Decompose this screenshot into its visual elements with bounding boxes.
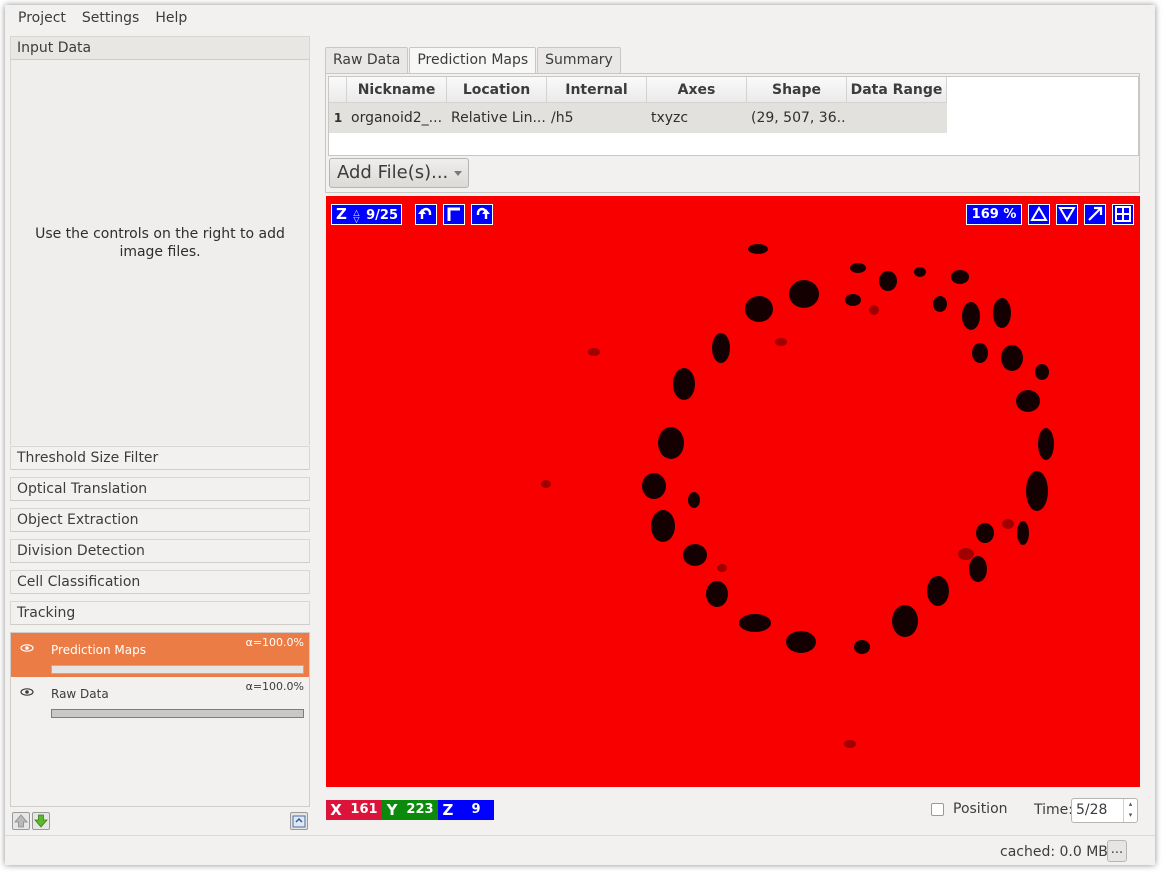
position-label: Position [953, 801, 1008, 817]
menu-settings[interactable]: Settings [81, 10, 140, 26]
cache-status: cached: 0.0 MB [1000, 844, 1108, 860]
segmentation-image [541, 244, 1054, 748]
rotate-left-icon [418, 207, 432, 219]
zoom-level[interactable]: 169 % [966, 204, 1022, 225]
coord-axis-label: Z [442, 801, 454, 819]
layer-buttons [10, 810, 310, 834]
applet-input-data[interactable]: Input Data [10, 36, 310, 60]
coord-value: 9 [471, 802, 481, 817]
dropdown-arrow-icon [454, 171, 462, 176]
coord-value: 161 [350, 802, 378, 817]
eye-icon[interactable] [20, 688, 34, 696]
cell-data-range[interactable] [847, 103, 947, 133]
rotate-left-button[interactable] [415, 204, 437, 225]
status-bar: cached: 0.0 MB ... [5, 835, 1155, 865]
time-value: 5/28 [1076, 802, 1108, 818]
cell-shape[interactable]: (29, 507, 36... [751, 110, 847, 126]
rotate-right-button[interactable] [471, 204, 493, 225]
swap-axes-icon [447, 207, 460, 221]
slice-up-button[interactable] [1028, 204, 1050, 225]
layer-name: Prediction Maps [51, 643, 147, 657]
cell-nickname[interactable]: organoid2_... [351, 110, 443, 126]
column-header[interactable]: Shape [747, 77, 847, 103]
coord-value: 223 [406, 802, 434, 817]
row-number: 1 [333, 111, 343, 125]
spin-arrows-icon[interactable]: ▴ ▾ [1123, 799, 1137, 822]
layer-name: Raw Data [51, 687, 109, 701]
move-layer-down-button[interactable] [32, 812, 50, 830]
arrow-down-icon [34, 814, 48, 828]
column-header[interactable]: Location [447, 77, 547, 103]
cell-internal-path[interactable]: /h5 [551, 110, 574, 126]
image-viewer[interactable]: Z △ ▽ 9/25 169 % [326, 196, 1140, 787]
column-header[interactable]: Axes [647, 77, 747, 103]
cache-details-button[interactable]: ... [1107, 840, 1127, 862]
cell-axes[interactable]: txyzc [651, 110, 689, 126]
layer-alpha: α=100.0% [245, 680, 304, 693]
coord-x: X 161 [326, 800, 382, 820]
menu-help[interactable]: Help [155, 10, 188, 26]
maximize-arrow-icon [1088, 206, 1103, 221]
triangle-up-icon [1030, 206, 1048, 221]
tab-raw-data[interactable]: Raw Data [325, 47, 409, 73]
opacity-bar[interactable] [51, 665, 304, 674]
export-icon [292, 815, 306, 828]
dataset-panel: Nickname Location Internal Path Axes Sha… [325, 73, 1140, 193]
coord-axis-label: X [330, 801, 342, 819]
layer-export-button[interactable] [290, 812, 308, 830]
applet-threshold-size-filter[interactable]: Threshold Size Filter [10, 446, 310, 470]
applet-object-extraction[interactable]: Object Extraction [10, 508, 310, 532]
column-header[interactable]: Data Range [847, 77, 947, 103]
layer-prediction-maps[interactable]: Prediction Maps α=100.0% [11, 633, 309, 677]
applet-division-detection[interactable]: Division Detection [10, 539, 310, 563]
coordinate-readout: X 161 Y 223 Z 9 [326, 800, 494, 820]
cell-location[interactable]: Relative Lin... [451, 110, 546, 126]
slice-value: 9/25 [366, 208, 398, 223]
applet-tracking[interactable]: Tracking [10, 601, 310, 625]
position-checkbox[interactable] [931, 803, 944, 816]
main-window: Project Settings Help Input Data Use the… [5, 5, 1155, 865]
tab-prediction-maps[interactable]: Prediction Maps [409, 47, 537, 74]
applet-optical-translation[interactable]: Optical Translation [10, 477, 310, 501]
time-label: Time: [1034, 802, 1073, 818]
coord-axis-label: Y [386, 801, 398, 819]
move-layer-up-button[interactable] [12, 812, 30, 830]
rotate-right-icon [476, 207, 490, 219]
table-header: Nickname Location Internal Path Axes Sha… [329, 77, 947, 124]
eye-icon[interactable] [20, 644, 34, 652]
column-header[interactable]: Nickname [347, 77, 447, 103]
add-files-button[interactable]: Add File(s)... [329, 158, 469, 188]
coord-y: Y 223 [382, 800, 438, 820]
time-spinbox[interactable]: 5/28 ▴ ▾ [1071, 798, 1138, 823]
tab-summary[interactable]: Summary [537, 47, 621, 73]
menu-bar: Project Settings Help [5, 5, 1155, 31]
applet-drawer: Input Data Use the controls on the right… [10, 35, 310, 835]
applet-input-data-body: Use the controls on the right to add ima… [10, 60, 310, 445]
arrow-up-icon [14, 814, 28, 828]
layer-alpha: α=100.0% [245, 636, 304, 649]
applet-cell-classification[interactable]: Cell Classification [10, 570, 310, 594]
coord-z: Z 9 [438, 800, 494, 820]
slice-down-button[interactable] [1056, 204, 1078, 225]
data-tabs: Raw Data Prediction Maps Summary [325, 47, 622, 74]
dataset-table: Nickname Location Internal Path Axes Sha… [328, 76, 1139, 156]
opacity-bar[interactable] [51, 709, 304, 718]
row-number-header [329, 77, 347, 103]
slice-axis-label: Z [336, 205, 347, 223]
layer-raw-data[interactable]: Raw Data α=100.0% [11, 677, 309, 721]
add-files-label: Add File(s)... [337, 162, 449, 183]
swap-axes-button[interactable] [443, 204, 465, 225]
spin-arrows-icon[interactable]: △ ▽ [353, 207, 360, 224]
column-header[interactable]: Internal Path [547, 77, 647, 124]
layout-grid-button[interactable] [1112, 204, 1134, 225]
layer-list: Prediction Maps α=100.0% Raw Data α=100.… [10, 632, 310, 807]
table-row[interactable]: 1 organoid2_... Relative Lin... /h5 txyz… [329, 103, 947, 133]
applet-hint-text: Use the controls on the right to add ima… [35, 225, 285, 260]
triangle-down-icon [1058, 207, 1076, 222]
slice-spinbox[interactable]: Z △ ▽ 9/25 [331, 204, 402, 225]
grid-icon [1115, 206, 1131, 222]
maximize-view-button[interactable] [1084, 204, 1106, 225]
menu-project[interactable]: Project [18, 10, 66, 26]
